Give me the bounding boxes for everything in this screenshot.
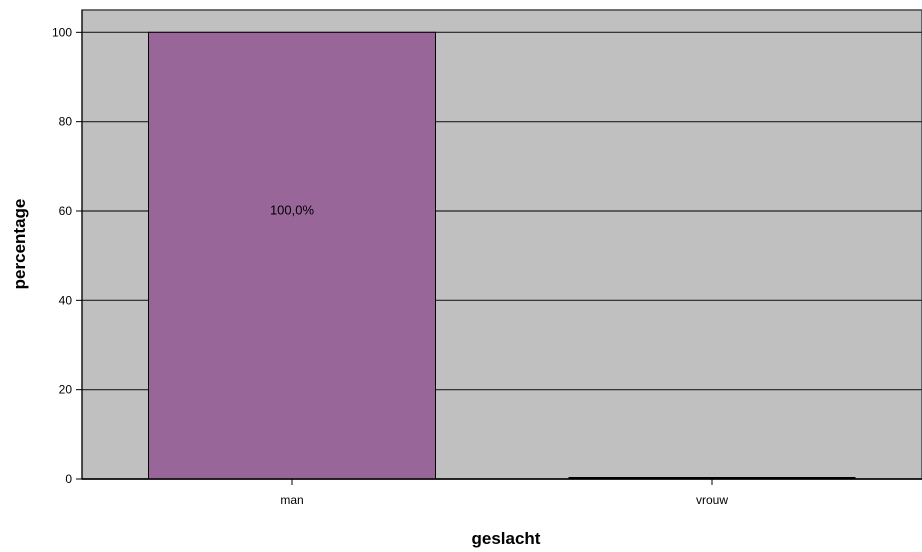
y-tick-label: 100 — [52, 25, 72, 39]
x-tick-label-man: man — [280, 493, 303, 507]
y-axis-title: percentage — [10, 199, 29, 290]
y-tick-label: 60 — [59, 204, 73, 218]
x-axis-ticks: man vrouw — [280, 479, 728, 507]
y-axis-ticks: 0 20 40 60 80 100 — [52, 25, 82, 486]
bars — [148, 31, 856, 480]
data-labels: 100,0% — [270, 203, 315, 218]
x-tick-label-vrouw: vrouw — [696, 493, 728, 507]
y-tick-label: 0 — [65, 472, 72, 486]
axes — [81, 10, 922, 480]
y-tick-label: 20 — [59, 383, 73, 397]
bar-man — [148, 31, 436, 480]
x-axis-title: geslacht — [472, 529, 541, 548]
y-tick-label: 80 — [59, 115, 73, 129]
data-label-man: 100,0% — [270, 203, 315, 218]
y-tick-label: 40 — [59, 293, 73, 307]
